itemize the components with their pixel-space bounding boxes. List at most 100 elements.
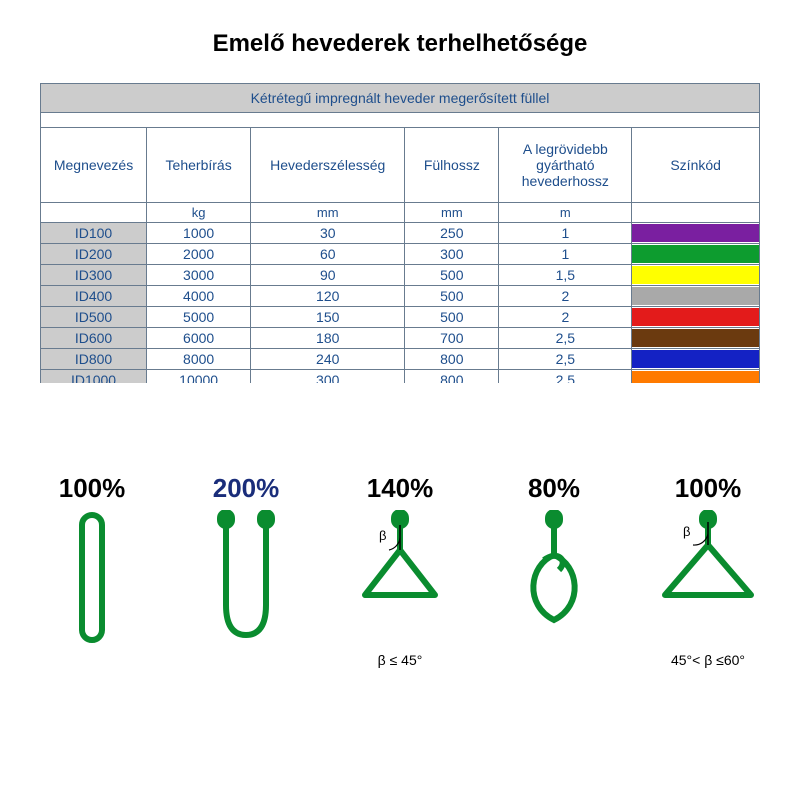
sling-icon xyxy=(37,510,147,650)
data-cell: 2,5 xyxy=(499,349,632,370)
color-swatch-cell xyxy=(632,244,760,265)
svg-text:β: β xyxy=(683,524,690,539)
table-row: ID1001000302501 xyxy=(41,223,760,244)
data-cell: 500 xyxy=(405,307,499,328)
data-cell: 1,5 xyxy=(499,265,632,286)
table-row: ID3003000905001,5 xyxy=(41,265,760,286)
data-cell: 60 xyxy=(251,244,405,265)
table-header-title: Kétrétegű impregnált heveder megerősítet… xyxy=(41,84,760,113)
data-cell: 1 xyxy=(499,244,632,265)
data-cell: 90 xyxy=(251,265,405,286)
color-swatch xyxy=(632,371,759,383)
color-swatch xyxy=(632,266,759,284)
unit-cell: kg xyxy=(147,203,251,223)
unit-cell: mm xyxy=(251,203,405,223)
data-cell: 1 xyxy=(499,223,632,244)
data-cell: 180 xyxy=(251,328,405,349)
data-cell: 240 xyxy=(251,349,405,370)
sling-icon xyxy=(499,510,609,650)
color-swatch xyxy=(632,308,759,326)
color-swatch xyxy=(632,350,759,368)
percentage-label: 200% xyxy=(213,473,280,504)
column-header: Fülhossz xyxy=(405,128,499,203)
color-swatch-cell xyxy=(632,265,760,286)
table-row: ID2002000603001 xyxy=(41,244,760,265)
column-header: Teherbírás xyxy=(147,128,251,203)
sling-diagram: 100% β 45°< β ≤60° xyxy=(638,473,778,668)
color-swatch-cell xyxy=(632,286,760,307)
data-cell: ID600 xyxy=(41,328,147,349)
color-swatch-cell xyxy=(632,307,760,328)
spec-table-container: Kétrétegű impregnált heveder megerősítet… xyxy=(40,83,760,383)
data-cell: 10000 xyxy=(147,370,251,384)
color-swatch xyxy=(632,224,759,242)
sling-icon: β xyxy=(653,510,763,650)
data-cell: 300 xyxy=(251,370,405,384)
data-cell: 700 xyxy=(405,328,499,349)
data-cell: 800 xyxy=(405,370,499,384)
data-cell: 6000 xyxy=(147,328,251,349)
data-cell: ID100 xyxy=(41,223,147,244)
data-cell: 120 xyxy=(251,286,405,307)
sling-diagram: 100% xyxy=(22,473,162,652)
sling-diagrams: 100% 200% 140% β β ≤ 45° 80% 100% β 45°< β ≤… xyxy=(0,473,800,668)
color-swatch xyxy=(632,245,759,263)
data-cell: 2000 xyxy=(147,244,251,265)
color-swatch-cell xyxy=(632,328,760,349)
percentage-label: 140% xyxy=(367,473,434,504)
data-cell: ID200 xyxy=(41,244,147,265)
data-cell: 150 xyxy=(251,307,405,328)
color-swatch xyxy=(632,287,759,305)
data-cell: 3000 xyxy=(147,265,251,286)
sling-icon xyxy=(191,510,301,650)
percentage-label: 80% xyxy=(528,473,580,504)
data-cell: 300 xyxy=(405,244,499,265)
color-swatch-cell xyxy=(632,223,760,244)
data-cell: 1000 xyxy=(147,223,251,244)
color-swatch-cell xyxy=(632,370,760,384)
column-header: Megnevezés xyxy=(41,128,147,203)
sling-diagram: 140% β β ≤ 45° xyxy=(330,473,470,668)
data-cell: 5000 xyxy=(147,307,251,328)
svg-text:β: β xyxy=(379,528,386,543)
sling-diagram: 80% xyxy=(484,473,624,652)
data-cell: 2,5 xyxy=(499,328,632,349)
page-title: Emelő hevederek terhelhetősége xyxy=(0,0,800,83)
data-cell: ID800 xyxy=(41,349,147,370)
data-cell: ID300 xyxy=(41,265,147,286)
sling-diagram: 200% xyxy=(176,473,316,652)
percentage-label: 100% xyxy=(59,473,126,504)
percentage-label: 100% xyxy=(675,473,742,504)
table-row: ID40040001205002 xyxy=(41,286,760,307)
unit-cell: m xyxy=(499,203,632,223)
data-cell: ID400 xyxy=(41,286,147,307)
diagram-caption: β ≤ 45° xyxy=(378,652,423,668)
table-row: ID1000100003008002,5 xyxy=(41,370,760,384)
data-cell: 4000 xyxy=(147,286,251,307)
unit-cell xyxy=(632,203,760,223)
data-cell: 30 xyxy=(251,223,405,244)
column-header: Hevederszélesség xyxy=(251,128,405,203)
spec-table: Kétrétegű impregnált heveder megerősítet… xyxy=(40,83,760,383)
table-spacer xyxy=(41,113,760,128)
color-swatch-cell xyxy=(632,349,760,370)
data-cell: 500 xyxy=(405,286,499,307)
data-cell: ID500 xyxy=(41,307,147,328)
data-cell: 500 xyxy=(405,265,499,286)
data-cell: 250 xyxy=(405,223,499,244)
table-row: ID60060001807002,5 xyxy=(41,328,760,349)
column-header: A legrövidebb gyártható hevederhossz xyxy=(499,128,632,203)
data-cell: ID1000 xyxy=(41,370,147,384)
data-cell: 2 xyxy=(499,286,632,307)
unit-cell: mm xyxy=(405,203,499,223)
color-swatch xyxy=(632,329,759,347)
table-row: ID50050001505002 xyxy=(41,307,760,328)
column-header: Színkód xyxy=(632,128,760,203)
data-cell: 800 xyxy=(405,349,499,370)
diagram-caption: 45°< β ≤60° xyxy=(671,652,745,668)
data-cell: 2,5 xyxy=(499,370,632,384)
sling-icon: β xyxy=(345,510,455,650)
data-cell: 2 xyxy=(499,307,632,328)
table-row: ID80080002408002,5 xyxy=(41,349,760,370)
unit-cell xyxy=(41,203,147,223)
